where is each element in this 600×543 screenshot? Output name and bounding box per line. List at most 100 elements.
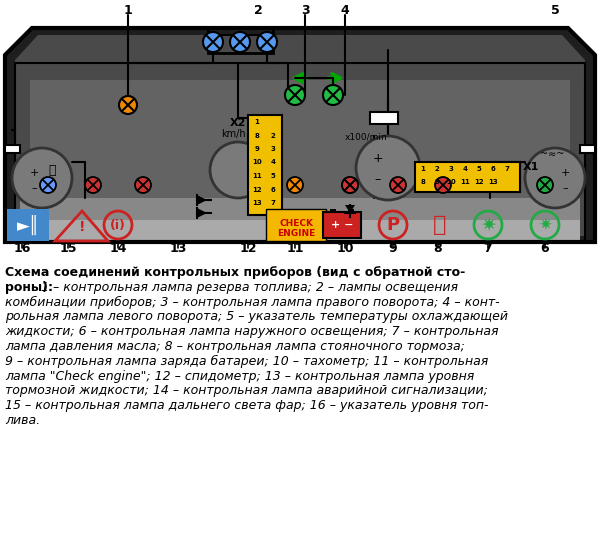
Circle shape bbox=[230, 32, 250, 52]
Circle shape bbox=[342, 177, 358, 193]
Text: 7: 7 bbox=[271, 200, 275, 206]
Text: 16: 16 bbox=[13, 242, 31, 255]
Text: !: ! bbox=[79, 220, 85, 234]
Circle shape bbox=[12, 148, 72, 208]
Circle shape bbox=[119, 96, 137, 114]
Text: 3: 3 bbox=[271, 146, 275, 152]
Text: 4: 4 bbox=[463, 166, 467, 172]
Text: km/h: km/h bbox=[221, 129, 246, 139]
Text: 5: 5 bbox=[271, 173, 275, 179]
Text: лампа "Check engine"; 12 – спидометр; 13 – контрольная лампа уровня: лампа "Check engine"; 12 – спидометр; 13… bbox=[5, 370, 474, 383]
Text: 10: 10 bbox=[252, 160, 262, 166]
Circle shape bbox=[323, 85, 343, 105]
Text: лампа давления масла; 8 – контрольная лампа стояночного тормоза;: лампа давления масла; 8 – контрольная ла… bbox=[5, 340, 465, 353]
Text: лива.: лива. bbox=[5, 414, 40, 427]
Text: 1: 1 bbox=[254, 119, 259, 125]
Text: 9 – контрольная лампа заряда батареи; 10 – тахометр; 11 – контрольная: 9 – контрольная лампа заряда батареи; 10… bbox=[5, 355, 488, 368]
Polygon shape bbox=[345, 205, 355, 213]
Text: CHECK: CHECK bbox=[279, 219, 313, 228]
Bar bbox=[348, 209, 354, 213]
Text: 13: 13 bbox=[169, 242, 187, 255]
Text: 8: 8 bbox=[254, 132, 259, 138]
Text: 9: 9 bbox=[389, 242, 397, 255]
Circle shape bbox=[537, 177, 553, 193]
Text: 11: 11 bbox=[252, 173, 262, 179]
Text: 8: 8 bbox=[421, 179, 425, 185]
Text: 6: 6 bbox=[491, 166, 496, 172]
Bar bbox=[580, 145, 595, 153]
Text: X1: X1 bbox=[523, 162, 539, 172]
Text: роны):: роны): bbox=[5, 281, 58, 294]
Text: x100/min: x100/min bbox=[344, 132, 388, 141]
Text: рольная лампа левого поворота; 5 – указатель температуры охлаждающей: рольная лампа левого поворота; 5 – указа… bbox=[5, 311, 508, 324]
Text: 15 – контрольная лампа дальнего света фар; 16 – указатель уровня топ-: 15 – контрольная лампа дальнего света фа… bbox=[5, 399, 488, 412]
Bar bbox=[330, 209, 336, 213]
Circle shape bbox=[525, 148, 585, 208]
Text: ⛽: ⛽ bbox=[48, 163, 56, 176]
Text: 5: 5 bbox=[476, 166, 481, 172]
Text: 7: 7 bbox=[484, 242, 493, 255]
Text: ~≈~: ~≈~ bbox=[540, 148, 564, 158]
Text: комбинации приборов; 3 – контрольная лампа правого поворота; 4 – конт-: комбинации приборов; 3 – контрольная лам… bbox=[5, 295, 500, 308]
Text: +: + bbox=[373, 151, 383, 165]
Polygon shape bbox=[15, 35, 585, 236]
Circle shape bbox=[85, 177, 101, 193]
Text: ✷: ✷ bbox=[538, 216, 552, 234]
Bar bbox=[5, 145, 20, 153]
Text: 1 – контрольная лампа резерва топлива; 2 – лампы освещения: 1 – контрольная лампа резерва топлива; 2… bbox=[41, 281, 458, 294]
Circle shape bbox=[287, 177, 303, 193]
Text: 🛢: 🛢 bbox=[433, 215, 446, 235]
Text: P: P bbox=[386, 216, 400, 234]
Text: +: + bbox=[29, 168, 38, 178]
Text: 15: 15 bbox=[59, 242, 77, 255]
Text: 3: 3 bbox=[301, 3, 310, 16]
Text: 4: 4 bbox=[271, 160, 275, 166]
Circle shape bbox=[135, 177, 151, 193]
Circle shape bbox=[285, 85, 305, 105]
Circle shape bbox=[203, 32, 223, 52]
Polygon shape bbox=[30, 80, 570, 236]
Text: 4: 4 bbox=[341, 3, 349, 16]
Circle shape bbox=[342, 177, 358, 193]
Text: +: + bbox=[560, 168, 569, 178]
Circle shape bbox=[40, 177, 56, 193]
Bar bbox=[323, 212, 361, 238]
Text: 3: 3 bbox=[449, 166, 454, 172]
Text: 7: 7 bbox=[505, 166, 509, 172]
Text: 10: 10 bbox=[336, 242, 354, 255]
Text: 11: 11 bbox=[460, 179, 470, 185]
Bar bbox=[415, 162, 520, 192]
Text: –: – bbox=[375, 174, 381, 186]
Text: 12: 12 bbox=[252, 186, 262, 193]
Text: 9: 9 bbox=[254, 146, 259, 152]
Bar bbox=[7, 209, 49, 241]
Text: 2: 2 bbox=[434, 166, 439, 172]
Circle shape bbox=[257, 32, 277, 52]
Polygon shape bbox=[5, 28, 595, 242]
Text: 11: 11 bbox=[286, 242, 304, 255]
Circle shape bbox=[435, 177, 451, 193]
Text: 2: 2 bbox=[271, 132, 275, 138]
Text: 13: 13 bbox=[252, 200, 262, 206]
Bar bbox=[248, 115, 282, 215]
Text: Схема соединений контрольных приборов (вид с обратной сто-: Схема соединений контрольных приборов (в… bbox=[5, 266, 465, 279]
Text: ENGINE: ENGINE bbox=[277, 229, 315, 238]
Text: 12: 12 bbox=[474, 179, 484, 185]
Text: 6: 6 bbox=[271, 186, 275, 193]
Circle shape bbox=[390, 177, 406, 193]
Circle shape bbox=[356, 136, 420, 200]
Text: 8: 8 bbox=[434, 242, 442, 255]
Polygon shape bbox=[197, 195, 207, 205]
Text: жидкости; 6 – контрольная лампа наружного освещения; 7 – контрольная: жидкости; 6 – контрольная лампа наружног… bbox=[5, 325, 499, 338]
Bar bbox=[20, 220, 580, 240]
Text: 10: 10 bbox=[446, 179, 456, 185]
Text: + −: + − bbox=[331, 220, 353, 230]
Text: 12: 12 bbox=[239, 242, 257, 255]
Polygon shape bbox=[197, 208, 207, 218]
Text: 6: 6 bbox=[541, 242, 550, 255]
Text: 14: 14 bbox=[109, 242, 127, 255]
Bar bbox=[370, 112, 398, 124]
Circle shape bbox=[210, 142, 266, 198]
Text: X2: X2 bbox=[230, 118, 246, 128]
Bar bbox=[20, 198, 580, 240]
